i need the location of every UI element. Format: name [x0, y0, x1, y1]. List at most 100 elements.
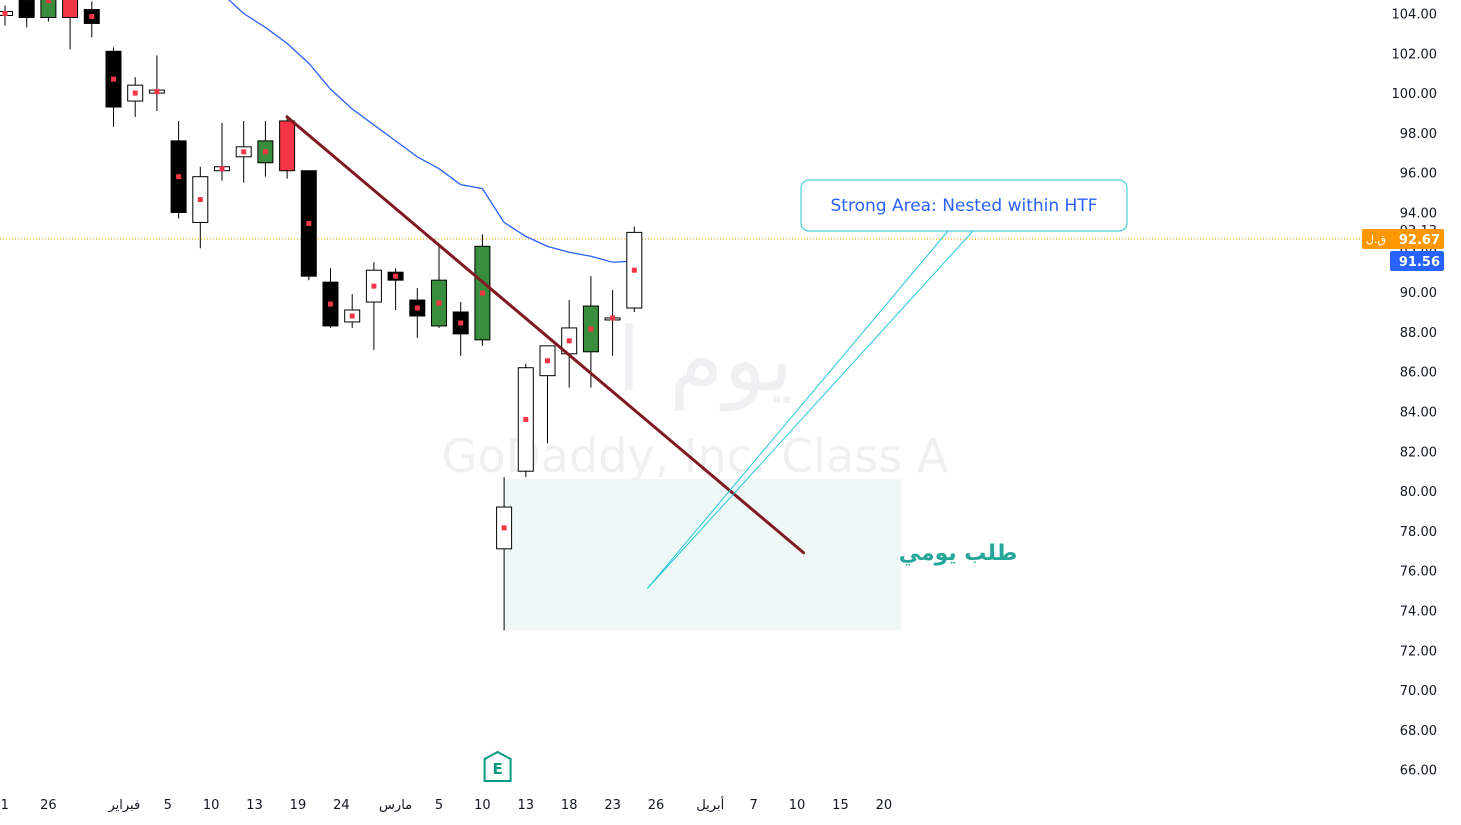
candle-marker	[458, 320, 464, 326]
candle-marker	[588, 326, 594, 332]
candle[interactable]	[496, 477, 513, 631]
candle[interactable]	[517, 363, 534, 478]
time-tick-label: 15	[832, 798, 849, 813]
candle[interactable]	[322, 268, 339, 328]
demand-zone-label: طلب يومي	[899, 541, 1018, 566]
time-tick-label: مارس	[379, 798, 412, 813]
price-axis[interactable]: 104.00102.00100.0098.0096.0094.0092.0090…	[1392, 8, 1438, 779]
candle-body	[62, 0, 79, 18]
time-tick-label: 26	[40, 798, 57, 813]
price-tick-label: 82.00	[1400, 445, 1437, 460]
candle[interactable]	[214, 122, 230, 181]
candle[interactable]	[626, 226, 643, 312]
price-tick-label: 102.00	[1392, 47, 1438, 62]
price-tick-label: 88.00	[1400, 326, 1437, 341]
candle[interactable]	[279, 114, 296, 179]
earnings-marker[interactable]: E	[483, 750, 512, 782]
time-tick-label: 5	[435, 798, 443, 813]
candle-body	[40, 0, 57, 18]
candle-marker	[306, 220, 312, 226]
callout[interactable]: Strong Area: Nested within HTF	[646, 179, 1128, 589]
ma-price-value: 91.56	[1399, 255, 1440, 270]
candle[interactable]	[604, 290, 621, 356]
candle-marker	[67, 0, 73, 6]
candle[interactable]	[344, 294, 361, 328]
candle-marker	[393, 273, 399, 279]
candle[interactable]	[105, 47, 122, 127]
candle-marker	[262, 149, 268, 155]
price-tick-label: 78.00	[1400, 525, 1437, 540]
price-tick-label: 76.00	[1400, 565, 1437, 580]
last-price-badge: ق.ل 92.67	[1362, 228, 1444, 249]
candle[interactable]	[0, 5, 13, 26]
candle-marker	[610, 315, 616, 321]
candle[interactable]	[431, 246, 447, 328]
time-tick-label: 7	[750, 798, 758, 813]
price-tick-label: 94.00	[1400, 207, 1437, 222]
price-tick-label: 72.00	[1400, 644, 1437, 659]
candle-marker	[414, 305, 420, 311]
candle[interactable]	[539, 345, 556, 444]
price-tick-label: 100.00	[1392, 87, 1438, 102]
candle[interactable]	[148, 55, 165, 112]
candle[interactable]	[409, 288, 426, 338]
trendline[interactable]	[285, 115, 806, 555]
price-tick-label: 86.00	[1400, 366, 1437, 381]
candle-marker	[479, 290, 485, 296]
moving-average-line[interactable]	[222, 0, 635, 263]
candle[interactable]	[235, 120, 252, 183]
candle[interactable]	[582, 276, 599, 388]
candle[interactable]	[300, 170, 317, 281]
candle-marker	[197, 197, 203, 203]
time-tick-label: 26	[648, 798, 665, 813]
candle[interactable]	[62, 0, 79, 50]
candle[interactable]	[83, 1, 100, 38]
ma-price-badge: 91.56	[1390, 251, 1444, 272]
callout-box[interactable]	[800, 179, 1128, 232]
candle[interactable]	[561, 300, 578, 388]
price-tick-label: 98.00	[1400, 127, 1437, 142]
time-tick-label: 13	[246, 798, 263, 813]
time-tick-label: 13	[518, 798, 535, 813]
candle-marker	[501, 525, 507, 531]
last-price-tag: ق.ل	[1366, 233, 1386, 246]
time-tick-label: 19	[290, 798, 307, 813]
demand-zone[interactable]	[504, 479, 902, 631]
watermark-symbol: GoDaddy, Inc. Class A	[442, 429, 949, 483]
time-tick-label: 10	[203, 798, 220, 813]
candle-marker	[2, 11, 8, 16]
price-tick-label: 90.00	[1400, 286, 1437, 301]
time-tick-label: فبراير	[107, 798, 140, 813]
candle[interactable]	[170, 120, 187, 219]
candle[interactable]	[365, 262, 382, 350]
candle[interactable]	[257, 120, 274, 177]
candle-marker	[371, 283, 377, 289]
price-tick-label: 70.00	[1400, 684, 1437, 699]
candle[interactable]	[127, 77, 144, 117]
callout-text: Strong Area: Nested within HTF	[831, 196, 1098, 216]
candle[interactable]	[40, 0, 57, 22]
candle[interactable]	[18, 0, 35, 28]
price-tick-label: 104.00	[1392, 8, 1438, 23]
candle-marker	[545, 358, 550, 364]
price-tick-label: 80.00	[1400, 485, 1437, 500]
earnings-label: E	[492, 760, 502, 778]
candle-marker	[436, 300, 442, 306]
candle[interactable]	[192, 166, 209, 249]
candle-marker	[89, 13, 95, 19]
candle-marker	[328, 301, 333, 307]
time-tick-label: 18	[561, 798, 578, 813]
watermark-interval: يوم ا	[617, 308, 794, 412]
last-price-value: 92.67	[1399, 233, 1440, 248]
price-tick-label: 74.00	[1400, 605, 1437, 620]
candle[interactable]	[452, 302, 469, 356]
time-tick-label: 23	[604, 798, 621, 813]
candle-marker	[631, 267, 637, 273]
price-tick-label: 66.00	[1400, 764, 1437, 779]
candle[interactable]	[387, 268, 404, 311]
candle-marker	[154, 89, 160, 95]
candle[interactable]	[474, 234, 491, 346]
candle-marker	[349, 313, 355, 319]
time-axis[interactable]: 21 26 فبراير 5 10 13 19 24 مارس 5 10 13 18 23 26 أبريل 7…	[0, 796, 892, 813]
